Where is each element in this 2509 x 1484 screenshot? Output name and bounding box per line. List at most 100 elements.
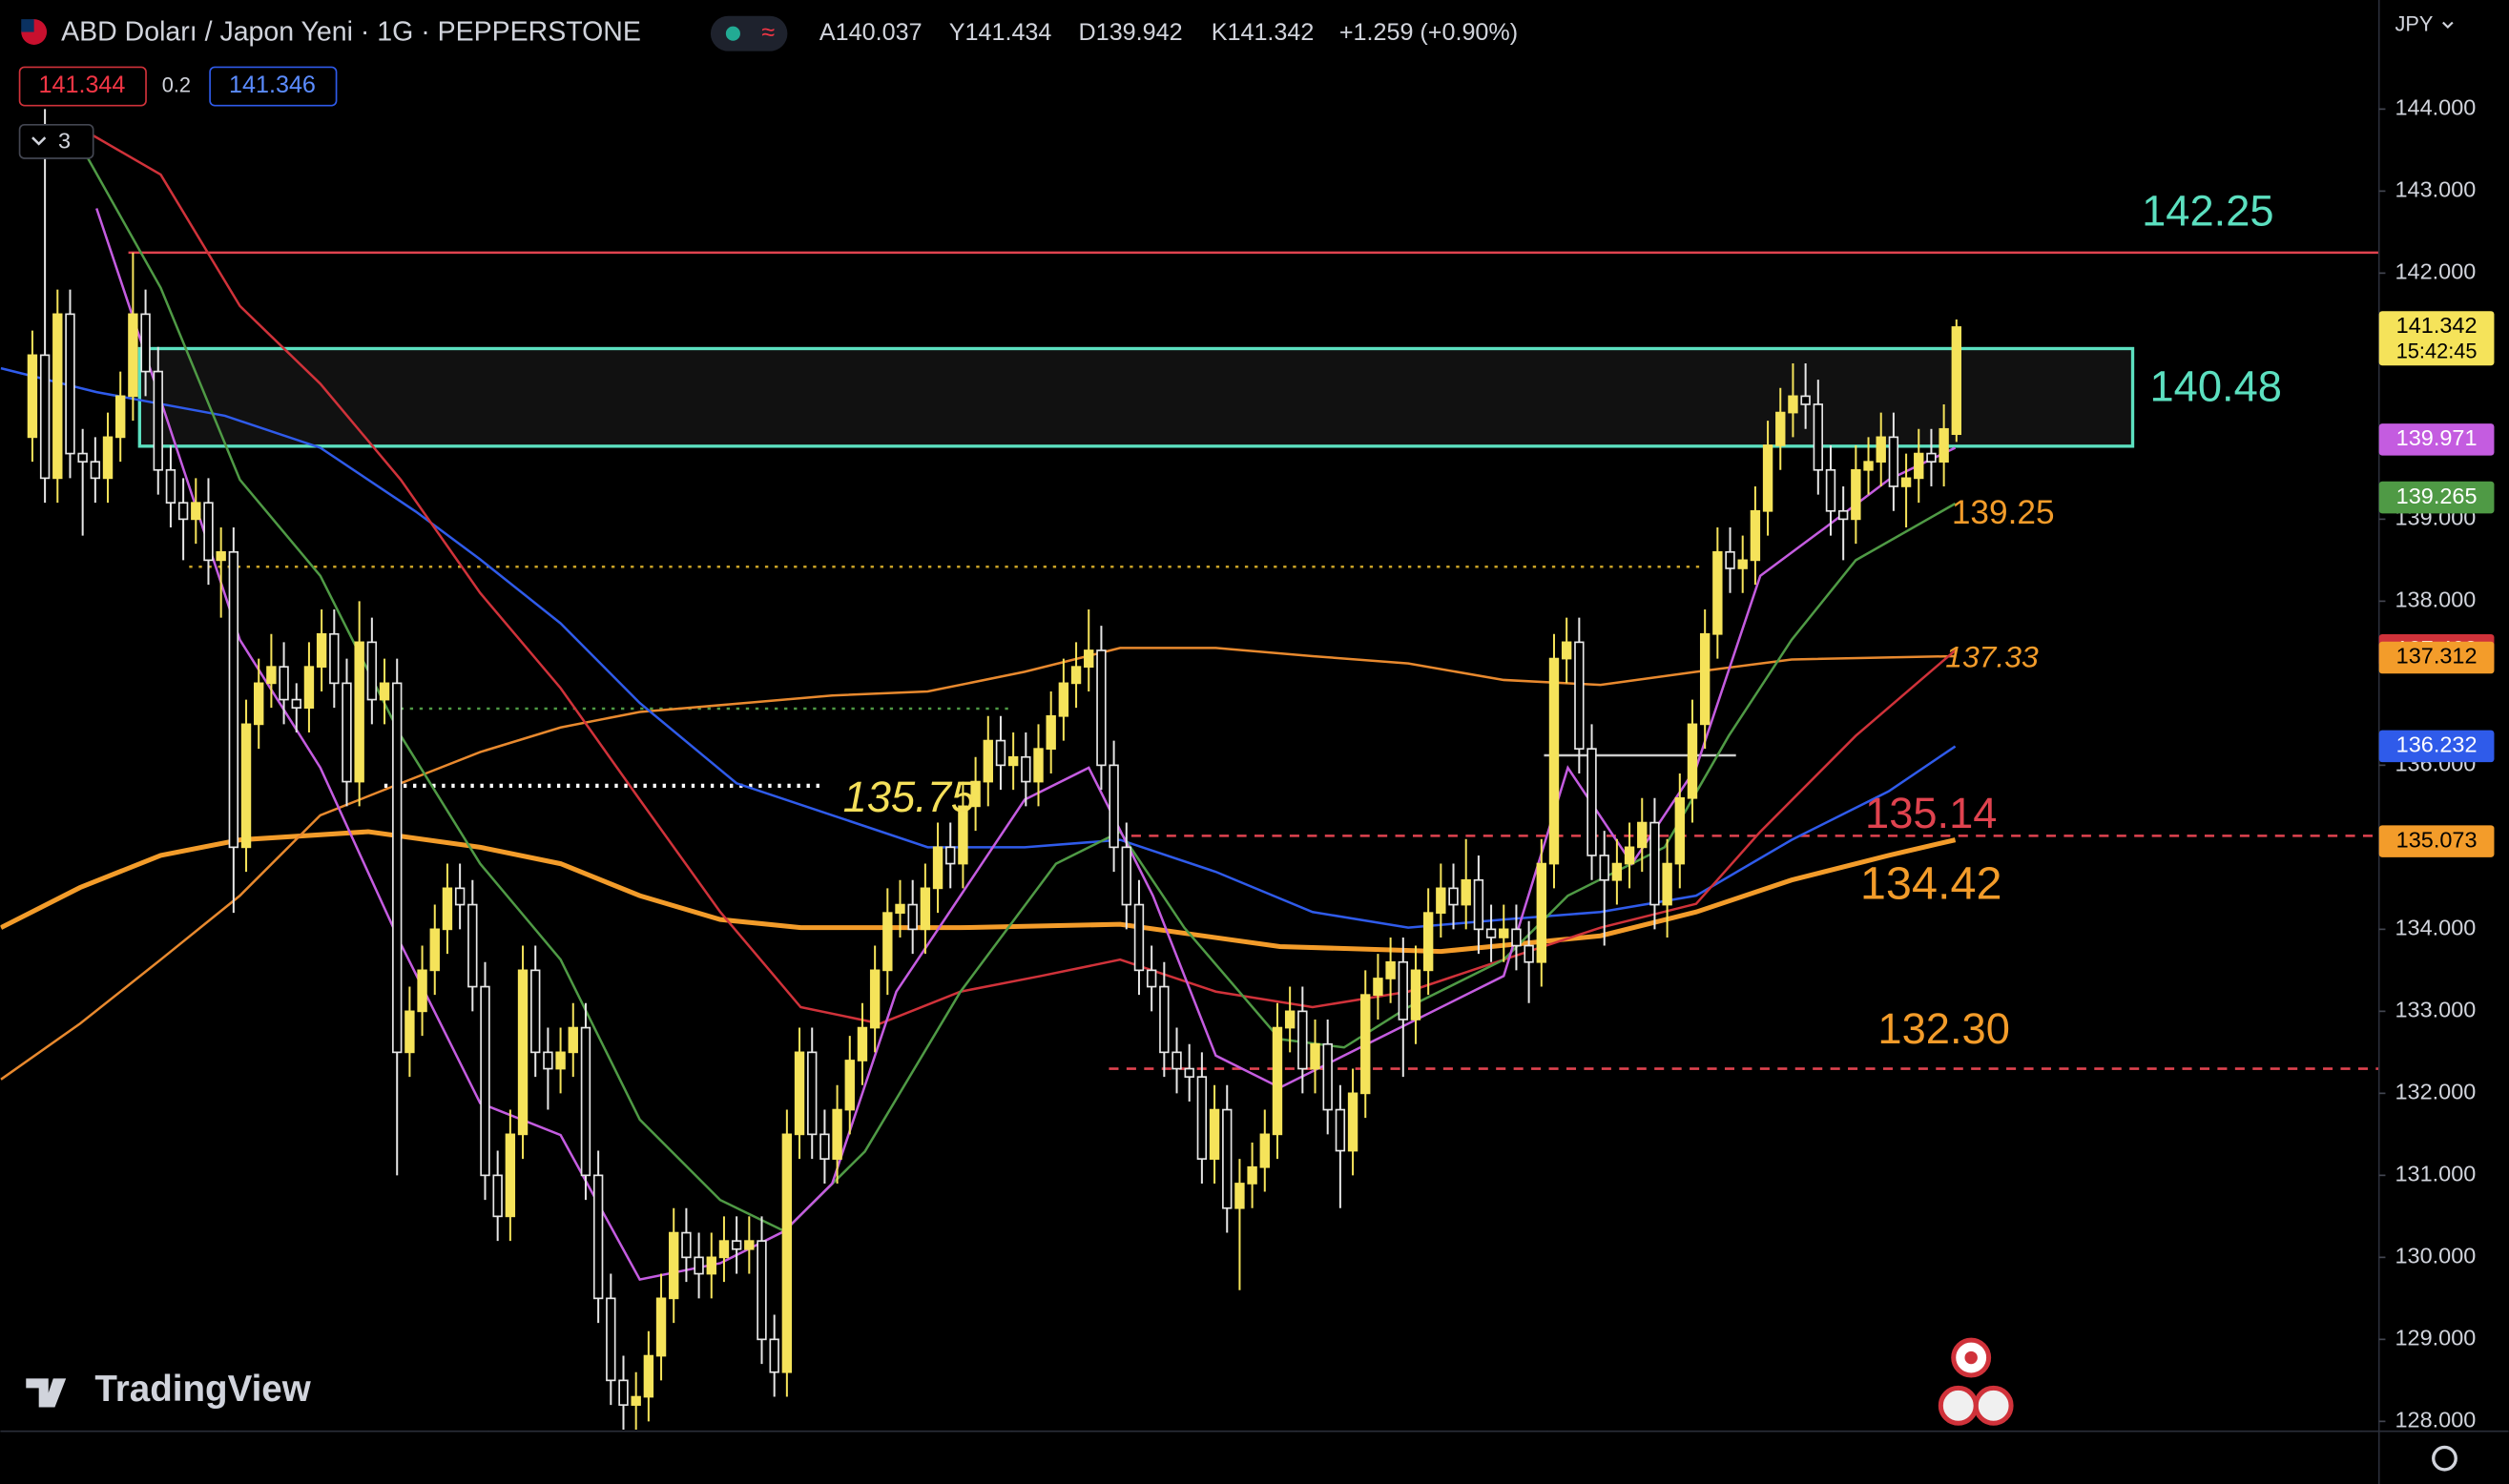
candle-body bbox=[417, 969, 427, 1013]
candle-body bbox=[907, 903, 918, 931]
candle-body bbox=[480, 985, 490, 1177]
candle-body bbox=[517, 969, 529, 1136]
candle-body bbox=[102, 436, 114, 480]
candle-body bbox=[1058, 682, 1069, 717]
event-marker[interactable] bbox=[1973, 1385, 2014, 1426]
candle-body bbox=[983, 739, 993, 783]
candle-body bbox=[442, 887, 453, 931]
candle-body bbox=[1146, 969, 1157, 988]
candle-body bbox=[153, 370, 163, 471]
settings-icon[interactable] bbox=[2432, 1445, 2457, 1472]
candle-body bbox=[1876, 436, 1886, 464]
candle-body bbox=[303, 666, 315, 710]
candle-body bbox=[1070, 666, 1082, 685]
candle-body bbox=[1436, 887, 1446, 914]
candle-body bbox=[404, 1010, 415, 1054]
candle-body bbox=[392, 682, 403, 1054]
y-tick-label: 129.000 bbox=[2395, 1326, 2477, 1350]
candle-body bbox=[1813, 403, 1824, 471]
brand-name: TradingView bbox=[94, 1369, 311, 1410]
candle-body bbox=[1939, 427, 1949, 464]
candle-body bbox=[27, 354, 38, 439]
zone-label: 140.48 bbox=[2149, 362, 2281, 411]
candle-body bbox=[1599, 855, 1609, 881]
candle-body bbox=[1385, 960, 1396, 979]
candle-body bbox=[1322, 1042, 1333, 1111]
ma-label: 137.33 bbox=[1945, 640, 2039, 674]
level-label: 142.25 bbox=[2142, 187, 2273, 236]
candle-body bbox=[1762, 444, 1773, 512]
candle-body bbox=[216, 550, 226, 562]
candle-body bbox=[1448, 887, 1459, 906]
candle-body bbox=[1410, 969, 1421, 1020]
candle-body bbox=[832, 1108, 842, 1160]
price-badge bbox=[2378, 481, 2495, 514]
candle-body bbox=[1926, 452, 1937, 464]
candle-body bbox=[1172, 1051, 1182, 1070]
candle-body bbox=[1837, 509, 1849, 521]
price-badge bbox=[2378, 641, 2495, 674]
candle-body bbox=[958, 805, 968, 865]
axes: 144.000143.000142.000139.000138.000136.0… bbox=[2378, 95, 2495, 1432]
candle-body bbox=[844, 1060, 855, 1111]
candle-body bbox=[1473, 878, 1484, 931]
candle-body bbox=[366, 641, 378, 701]
candle-body bbox=[606, 1297, 616, 1382]
buy-button[interactable] bbox=[209, 66, 338, 107]
data-status: ≈ bbox=[761, 19, 775, 46]
settings[interactable] bbox=[2432, 1445, 2457, 1472]
candle-body bbox=[1900, 477, 1912, 487]
candle-body bbox=[228, 550, 239, 849]
price-badge-label: 139.265 bbox=[2396, 484, 2478, 508]
candle-body bbox=[555, 1051, 566, 1070]
candle-body bbox=[819, 1133, 830, 1160]
ma-label: 139.25 bbox=[1952, 494, 2055, 531]
candle-body bbox=[1775, 411, 1786, 446]
candle-body bbox=[1674, 796, 1686, 865]
price-badge-label: 141.342 bbox=[2396, 313, 2478, 338]
candle-body bbox=[920, 887, 931, 931]
moving-average bbox=[0, 829, 1957, 955]
brand-logo bbox=[26, 1378, 67, 1408]
countdown: 15:42:45 bbox=[2396, 340, 2478, 363]
candle-body bbox=[454, 887, 466, 906]
candle-body bbox=[266, 666, 277, 685]
zone bbox=[137, 346, 2135, 448]
candle-body bbox=[1109, 764, 1119, 849]
candle-body bbox=[429, 928, 440, 972]
y-tick-label: 142.000 bbox=[2395, 259, 2477, 284]
y-tick-label: 128.000 bbox=[2395, 1408, 2477, 1432]
candle-body bbox=[932, 846, 943, 890]
candle-body bbox=[505, 1133, 516, 1218]
candle-body bbox=[1196, 1076, 1208, 1160]
candle-body bbox=[1788, 395, 1798, 414]
candle-body bbox=[1422, 912, 1434, 972]
event-markers bbox=[1938, 1337, 2014, 1426]
symbol-title: ABD Doları / Japon Yeni · 1G · PEPPERSTO… bbox=[61, 17, 641, 48]
candle-body bbox=[731, 1240, 742, 1250]
candle-body bbox=[1737, 559, 1748, 569]
candle-body bbox=[128, 313, 138, 398]
sell-button[interactable] bbox=[18, 66, 147, 107]
candle-body bbox=[1398, 960, 1408, 1020]
candle-body bbox=[669, 1231, 679, 1300]
event-marker-dot bbox=[1964, 1350, 1978, 1365]
indicators-toggle[interactable] bbox=[18, 123, 94, 159]
event-marker[interactable] bbox=[1938, 1385, 1979, 1426]
candle-body bbox=[580, 1026, 591, 1177]
y-tick-label: 144.000 bbox=[2395, 95, 2477, 120]
candle-body bbox=[1310, 1042, 1320, 1070]
candle-body bbox=[857, 1026, 868, 1061]
candle-body bbox=[1662, 862, 1672, 906]
y-tick-label: 138.000 bbox=[2395, 587, 2477, 612]
candle-body bbox=[882, 912, 893, 972]
y-tick-label: 132.000 bbox=[2395, 1080, 2477, 1104]
candle-body bbox=[1347, 1092, 1358, 1152]
candle-body bbox=[1485, 928, 1497, 938]
level-label: 135.75 bbox=[843, 773, 976, 821]
currency-selector[interactable]: JPY bbox=[2395, 12, 2434, 36]
candle-body bbox=[1863, 461, 1874, 471]
candle-body bbox=[52, 313, 63, 480]
price-badge bbox=[2378, 730, 2495, 763]
